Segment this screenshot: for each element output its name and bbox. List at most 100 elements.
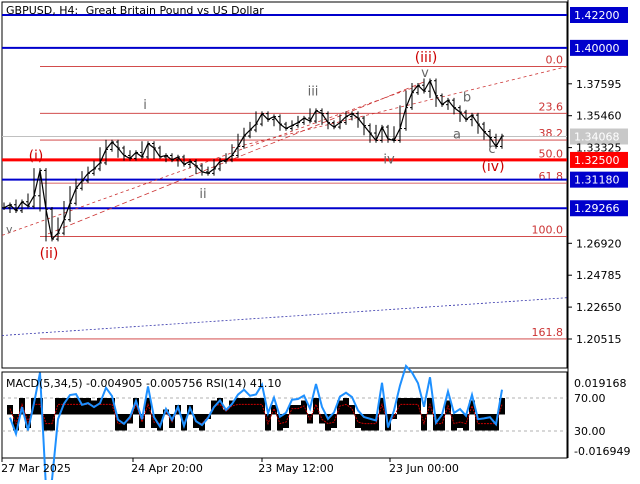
wave-label-minor: a xyxy=(453,127,461,142)
macd-histogram-bar xyxy=(379,398,385,415)
wave-label-minor: c xyxy=(488,142,495,157)
current-price-tag-label: 1.34068 xyxy=(574,131,620,144)
fib-level-label: 38.2 xyxy=(539,127,564,140)
fib-level-label: 100.0 xyxy=(532,223,564,236)
macd-histogram-bar xyxy=(157,414,163,431)
wave-label-major: (ii) xyxy=(40,246,59,262)
macd-histogram-bar xyxy=(469,400,475,415)
indicator-axis-label: 0.019168 xyxy=(574,377,627,390)
fib-level-label: 61.8 xyxy=(539,170,564,183)
macd-histogram-bar xyxy=(223,409,229,415)
macd-histogram-bar xyxy=(37,398,43,415)
macd-histogram-bar xyxy=(403,398,409,415)
macd-histogram-bar xyxy=(331,414,337,428)
indicator-title: MACD(5,34,5) -0.004905 -0.005756 RSI(14)… xyxy=(6,377,282,390)
price-series-line xyxy=(3,79,503,241)
macd-histogram-bar xyxy=(217,398,223,415)
macd-histogram-bar xyxy=(367,414,373,431)
indicator-plot-frame xyxy=(1,371,568,459)
indicator-axis-label: 30.00 xyxy=(574,425,606,438)
macd-histogram-bar xyxy=(325,414,331,431)
macd-histogram-bar xyxy=(43,414,49,431)
macd-histogram-bar xyxy=(337,400,343,415)
macd-histogram-bar xyxy=(415,398,421,415)
fib-level-label: 23.6 xyxy=(539,100,564,113)
long-trend-line xyxy=(1,297,568,336)
macd-histogram-bar xyxy=(253,398,259,415)
macd-histogram-bar xyxy=(499,398,505,415)
macd-histogram-bar xyxy=(199,414,205,431)
macd-histogram-bar xyxy=(463,414,469,431)
blue-level-tag-label: 1.31180 xyxy=(574,174,620,187)
macd-histogram-bar xyxy=(103,398,109,415)
macd-histogram-bar xyxy=(289,405,295,415)
instrument-description: Great Britain Pound vs US Dollar xyxy=(85,4,264,17)
macd-histogram-bar xyxy=(427,398,433,415)
blue-level-tag-label: 1.40000 xyxy=(574,42,620,55)
macd-histogram-bar xyxy=(295,405,301,415)
x-axis-label: 23 Jun 00:00 xyxy=(389,462,459,475)
x-axis-label: 23 May 12:00 xyxy=(258,462,333,475)
channel-line-lower xyxy=(1,84,421,236)
macd-histogram-bar xyxy=(487,414,493,431)
x-axis-label: 24 Apr 20:00 xyxy=(131,462,203,475)
wave-label-minor: v xyxy=(421,66,429,81)
y-tick-label: 1.33325 xyxy=(576,142,622,155)
macd-histogram-bar xyxy=(85,398,91,415)
macd-histogram-bar xyxy=(25,414,31,428)
indicator-axis-label: -0.016949 xyxy=(574,445,630,458)
current-price-tag xyxy=(570,128,628,145)
red-level-tag-label: 1.32500 xyxy=(574,154,620,167)
wave-label-minor: v xyxy=(6,223,13,236)
macd-histogram-bar xyxy=(55,398,61,415)
macd-histogram-bar xyxy=(145,398,151,415)
macd-histogram-bar xyxy=(235,398,241,415)
macd-histogram-bar xyxy=(313,398,319,415)
wave-label-minor: b xyxy=(463,91,471,106)
fib-level-label: 0.0 xyxy=(546,54,564,67)
wave-label-minor: iv xyxy=(383,153,395,168)
wave-label-major: (iii) xyxy=(415,50,438,66)
macd-histogram-bar xyxy=(277,414,283,431)
red-level-tag xyxy=(570,151,628,168)
macd-histogram-bar xyxy=(97,398,103,415)
blue-level-tag xyxy=(570,39,628,56)
chart-title: GBPUSD, H4: Great Britain Pound vs US Do… xyxy=(6,4,264,17)
macd-histogram-bar xyxy=(259,398,265,415)
macd-histogram-bar xyxy=(19,398,25,415)
y-tick-label: 1.35460 xyxy=(576,110,622,123)
y-tick-label: 1.20515 xyxy=(576,333,622,346)
blue-level-tag-label: 1.29266 xyxy=(574,202,620,215)
fib-level-label: 161.8 xyxy=(532,326,564,339)
price-plot-frame xyxy=(1,1,568,369)
macd-histogram-bar xyxy=(361,414,367,431)
blue-level-tag xyxy=(570,7,628,23)
macd-histogram-bar xyxy=(247,398,253,415)
macd-histogram-bar xyxy=(241,398,247,415)
macd-histogram-bar xyxy=(397,398,403,415)
macd-histogram-bar xyxy=(79,398,85,415)
macd-histogram-bar xyxy=(445,400,451,415)
macd-histogram-bar xyxy=(409,398,415,415)
macd-histogram-bar xyxy=(133,398,139,415)
macd-histogram-bar xyxy=(229,400,235,415)
macd-histogram-bar xyxy=(343,398,349,415)
blue-level-tag-label: 1.42200 xyxy=(574,9,620,22)
macd-histogram-bar xyxy=(67,398,73,415)
macd-histogram-bar xyxy=(319,414,325,424)
y-tick-label: 1.26920 xyxy=(576,237,622,250)
rsi-line xyxy=(9,364,503,484)
macd-histogram-bar xyxy=(151,414,157,428)
macd-histogram-bar xyxy=(481,414,487,431)
indicator-axis-label: 70.00 xyxy=(574,392,606,405)
macd-histogram-bar xyxy=(457,414,463,428)
x-axis-label: 27 Mar 2025 xyxy=(1,462,71,475)
y-tick-label: 1.24785 xyxy=(576,269,622,282)
macd-histogram-bar xyxy=(301,400,307,415)
macd-histogram-bar xyxy=(109,398,115,415)
y-tick-label: 1.22650 xyxy=(576,301,622,314)
wave-label-minor: ii xyxy=(199,187,206,202)
macd-histogram-bar xyxy=(49,414,55,431)
